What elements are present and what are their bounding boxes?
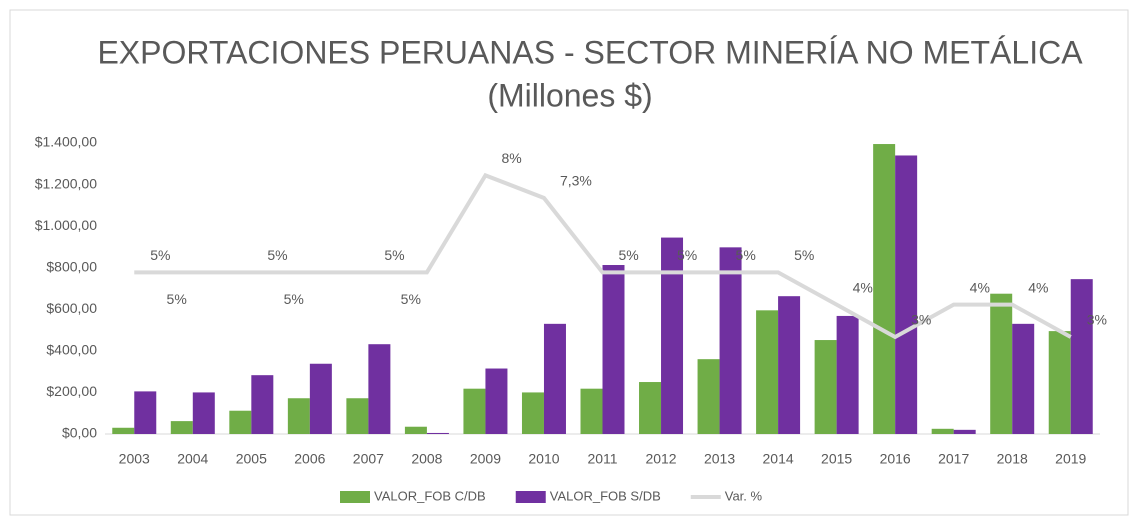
x-tick-label: 2009 xyxy=(470,451,501,467)
y-tick-label: $800,00 xyxy=(46,258,97,274)
bar xyxy=(543,323,566,434)
x-tick-label: 2015 xyxy=(821,451,852,467)
x-tick-label: 2016 xyxy=(880,451,911,467)
y-tick-label: $0,00 xyxy=(62,425,97,441)
data-label: 5% xyxy=(619,247,639,263)
bar xyxy=(756,310,779,434)
data-label: 5% xyxy=(401,291,421,307)
bar xyxy=(778,296,801,434)
data-label: 5% xyxy=(384,247,404,263)
data-label: 5% xyxy=(794,247,814,263)
data-label: 5% xyxy=(267,247,287,263)
bar xyxy=(287,398,310,434)
y-tick-label: $400,00 xyxy=(46,342,97,358)
data-label: 3% xyxy=(911,312,931,328)
data-label: 4% xyxy=(1028,279,1048,295)
legend-swatch xyxy=(515,491,546,503)
x-tick-label: 2010 xyxy=(528,451,559,467)
chart-title: EXPORTACIONES PERUANAS - SECTOR MINERÍA … xyxy=(97,34,1083,70)
bar xyxy=(639,382,662,434)
bar xyxy=(661,237,684,434)
bar xyxy=(229,410,252,434)
bar xyxy=(251,375,274,434)
bar xyxy=(521,392,544,434)
y-tick-label: $1.000,00 xyxy=(35,217,97,233)
legend-label: VALOR_FOB S/DB xyxy=(550,488,661,503)
data-label: 7,3% xyxy=(560,173,592,189)
legend-swatch xyxy=(340,491,370,503)
bar xyxy=(1048,331,1071,434)
bar xyxy=(580,388,603,434)
bar xyxy=(170,421,193,434)
data-label: 4% xyxy=(970,279,990,295)
data-label: 8% xyxy=(501,150,521,166)
bar xyxy=(895,155,918,434)
bar xyxy=(953,429,976,434)
x-tick-label: 2013 xyxy=(704,451,735,467)
bar xyxy=(112,427,135,434)
bar xyxy=(602,265,625,434)
x-tick-label: 2006 xyxy=(294,451,325,467)
x-tick-label: 2019 xyxy=(1055,451,1086,467)
bar xyxy=(426,432,449,434)
bar xyxy=(309,363,332,434)
data-label: 5% xyxy=(167,291,187,307)
bar xyxy=(368,344,391,434)
bar xyxy=(931,428,954,434)
data-label: 4% xyxy=(853,279,873,295)
x-tick-label: 2003 xyxy=(119,451,150,467)
data-label: 5% xyxy=(284,291,304,307)
legend-label: VALOR_FOB C/DB xyxy=(374,488,486,503)
data-label: 5% xyxy=(150,247,170,263)
line xyxy=(134,172,1072,340)
bar xyxy=(404,426,427,434)
bar xyxy=(1012,323,1035,434)
x-tick-label: 2004 xyxy=(177,451,208,467)
x-tick-label: 2011 xyxy=(587,451,617,467)
x-tick-label: 2014 xyxy=(763,451,794,467)
bar xyxy=(134,391,157,434)
bar xyxy=(192,392,215,434)
x-tick-label: 2017 xyxy=(938,451,969,467)
data-label: 5% xyxy=(736,247,756,263)
x-tick-label: 2005 xyxy=(236,451,267,467)
bar xyxy=(463,388,486,434)
bar xyxy=(873,144,896,434)
bar xyxy=(719,247,742,434)
bar xyxy=(485,368,508,434)
data-label: 5% xyxy=(677,247,697,263)
bar xyxy=(990,293,1013,434)
bar xyxy=(346,398,369,434)
y-tick-label: $600,00 xyxy=(46,300,97,316)
x-tick-label: 2012 xyxy=(645,451,676,467)
data-label: 3% xyxy=(1087,312,1107,328)
bar xyxy=(814,340,837,434)
y-tick-label: $200,00 xyxy=(46,383,97,399)
chart-subtitle: (Millones $) xyxy=(487,77,652,113)
bar xyxy=(697,359,720,434)
y-tick-label: $1.200,00 xyxy=(35,175,97,191)
legend-label: Var. % xyxy=(725,488,763,503)
x-tick-label: 2008 xyxy=(411,451,442,467)
y-tick-label: $1.400,00 xyxy=(35,134,97,150)
bar xyxy=(836,315,859,434)
x-tick-label: 2007 xyxy=(353,451,384,467)
x-tick-label: 2018 xyxy=(997,451,1028,467)
bar xyxy=(1070,279,1093,434)
